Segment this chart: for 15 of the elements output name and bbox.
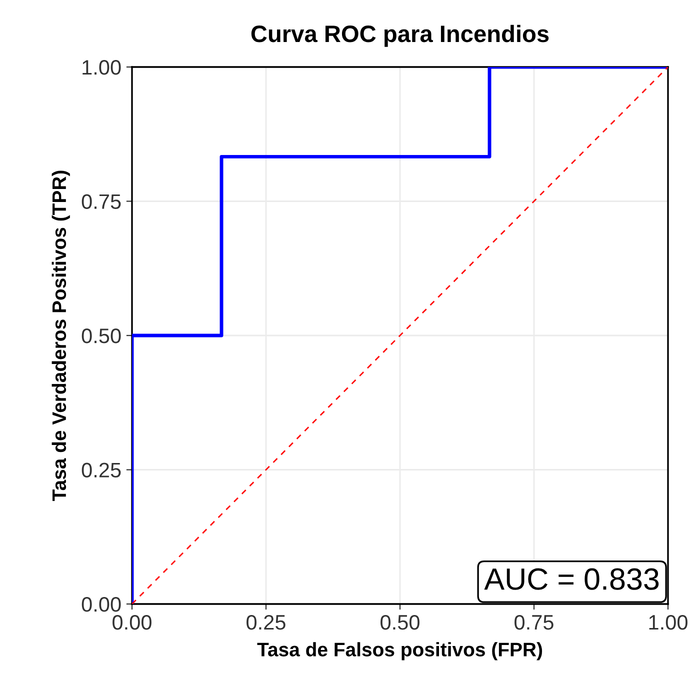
x-tick-label: 0.75 — [514, 614, 554, 630]
x-tick-label: 0.25 — [246, 614, 286, 630]
x-axis-title: Tasa de Falsos positivos (FPR) — [257, 642, 542, 660]
line-series — [132, 67, 668, 604]
y-tick-label: 0.50 — [82, 328, 121, 344]
x-tick-label: 1.00 — [649, 614, 688, 630]
chart-title: Curva ROC para Incendios — [251, 24, 549, 47]
annotation: AUC = 0.833 — [484, 568, 659, 590]
y-axis-title: Tasa de Verdaderos Positivos (TPR) — [52, 170, 70, 501]
x-tick-label: 0.00 — [112, 614, 152, 630]
y-tick-label: 0.75 — [82, 194, 121, 210]
y-tick-label: 0.00 — [82, 597, 121, 612]
y-tick-label: 0.25 — [82, 462, 121, 478]
y-tick-label: 1.00 — [82, 60, 121, 75]
x-tick-label: 0.50 — [380, 614, 420, 630]
